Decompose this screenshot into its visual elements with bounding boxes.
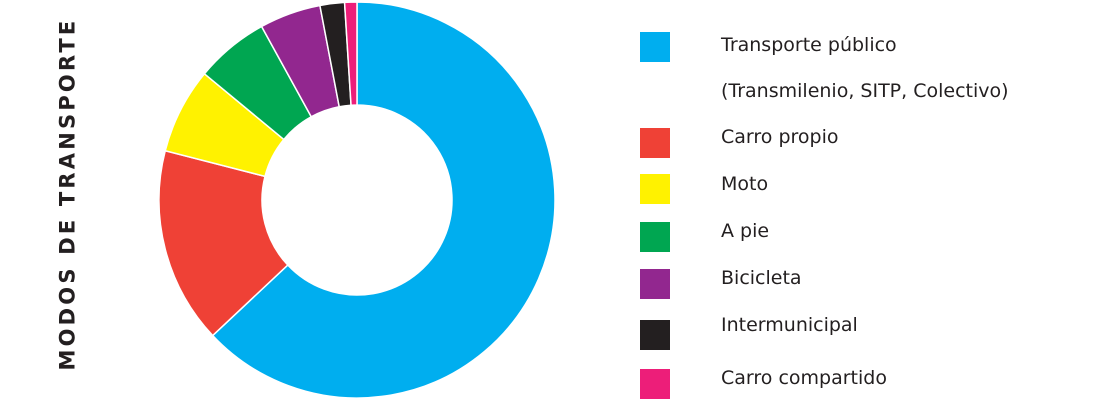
slice-transporte-publico: [211, 1, 556, 399]
slice-carro-propio: [158, 149, 289, 337]
legend-swatch-carro-propio: [640, 128, 670, 158]
slice-carro-compartido: [343, 1, 358, 106]
legend-swatch-transporte-publico: [640, 32, 670, 62]
legend-swatch-bicicleta: [640, 269, 670, 299]
donut-chart: [158, 1, 556, 399]
legend-label-carro-compartido: Carro compartido: [721, 367, 887, 389]
legend-label-a-pie: A pie: [721, 220, 770, 242]
legend-swatch-moto: [640, 174, 670, 204]
legend-swatch-carro-compartido: [640, 369, 670, 399]
legend-label-transporte-publico-detail: (Transmilenio, SITP, Colectivo): [721, 80, 1009, 102]
legend-label-bicicleta: Bicicleta: [721, 267, 802, 289]
legend-label-carro-propio: Carro propio: [721, 126, 839, 148]
legend-label-moto: Moto: [721, 173, 769, 195]
legend-swatch-a-pie: [640, 222, 670, 252]
y-axis-title: MODOS DE TRANSPORTE: [55, 4, 79, 384]
y-axis-title-text: MODOS DE TRANSPORTE: [55, 17, 80, 371]
legend-label-transporte-publico: Transporte público: [721, 34, 897, 56]
legend-swatch-intermunicipal: [640, 320, 670, 350]
legend-label-intermunicipal: Intermunicipal: [721, 314, 858, 336]
